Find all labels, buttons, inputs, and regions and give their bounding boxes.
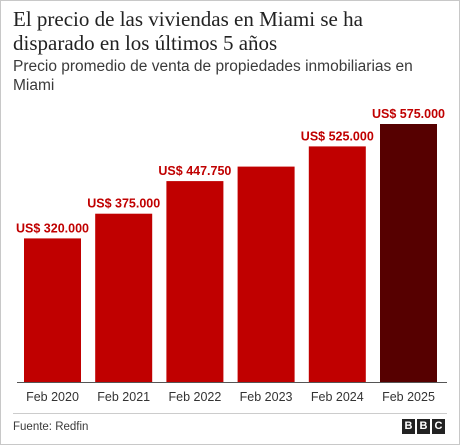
data-label: US$ 447.750: [158, 164, 231, 178]
x-tick-label: Feb 2024: [311, 390, 364, 404]
bar-feb-2024: [308, 146, 366, 382]
data-label: US$ 320.000: [16, 221, 89, 235]
data-label: US$ 575.000: [372, 107, 445, 121]
bbc-logo-letter: B: [402, 419, 415, 434]
x-tick-label: Feb 2020: [26, 390, 79, 404]
x-tick-label: Feb 2021: [97, 390, 150, 404]
bbc-logo-letter: C: [432, 419, 445, 434]
bar-chart: US$ 320.000 Feb 2020 US$ 375.000 Feb 2021 US…: [13, 107, 447, 414]
bar-feb-2025: [380, 124, 437, 382]
source-note: Fuente: Redfin: [13, 421, 89, 433]
bbc-logo: B B C: [402, 419, 445, 434]
bbc-logo-letter: B: [417, 419, 430, 434]
x-tick-label: Feb 2022: [168, 390, 221, 404]
chart-title: El precio de las viviendas en Miami se h…: [13, 7, 363, 55]
bar-feb-2021: [95, 213, 153, 382]
data-label: US$ 375.000: [87, 197, 160, 211]
bar-feb-2022: [166, 181, 224, 382]
data-label: US$ 525.000: [301, 129, 374, 143]
bar-feb-2023: [237, 166, 295, 382]
bar-feb-2020: [24, 238, 81, 382]
chart-subtitle: Precio promedio de venta de propiedades …: [13, 58, 413, 94]
x-tick-label: Feb 2023: [240, 390, 293, 404]
x-tick-label: Feb 2025: [382, 390, 435, 404]
